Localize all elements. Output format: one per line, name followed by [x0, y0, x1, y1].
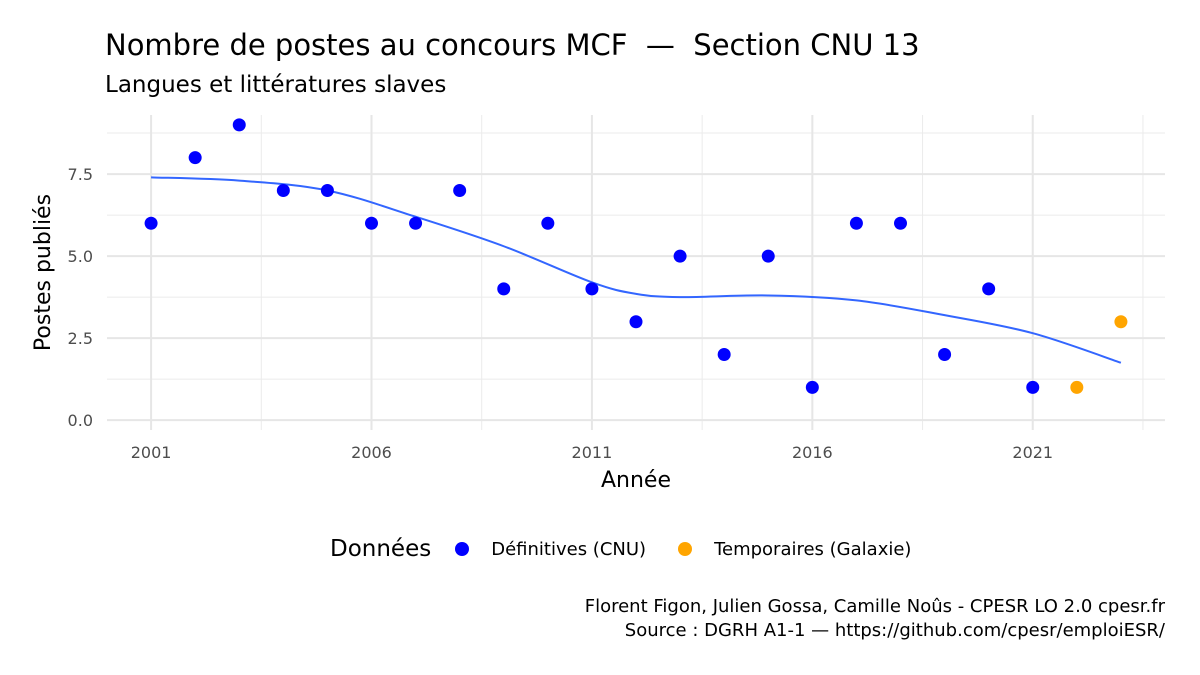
chart-title: Nombre de postes au concours MCF — Secti…	[105, 28, 920, 62]
point-definitive	[1026, 380, 1040, 394]
point-definitive	[761, 249, 775, 263]
point-definitive	[232, 118, 246, 132]
chart-subtitle: Langues et littératures slaves	[105, 72, 447, 98]
x-tick-label: 2001	[131, 443, 172, 462]
caption-source: Source : DGRH A1-1 — https://github.com/…	[624, 620, 1165, 641]
point-definitive	[849, 216, 863, 230]
point-definitive	[982, 282, 996, 296]
y-axis-title: Postes publiés	[31, 194, 56, 351]
point-definitive	[673, 249, 687, 263]
point-definitive	[188, 151, 202, 165]
legend: Données Définitives (CNU) Temporaires (G…	[330, 536, 943, 562]
y-tick-label: 0.0	[68, 411, 93, 430]
x-tick-label: 2011	[572, 443, 613, 462]
legend-label-definitives: Définitives (CNU)	[491, 538, 647, 560]
caption-authors: Florent Figon, Julien Gossa, Camille Noû…	[584, 596, 1165, 617]
legend-key-temporaires	[678, 542, 693, 556]
point-definitive	[938, 348, 952, 362]
points-layer	[144, 118, 1128, 394]
point-temporaire	[1070, 380, 1084, 394]
x-tick-label: 2021	[1012, 443, 1053, 462]
y-tick-label: 7.5	[68, 165, 93, 184]
legend-label-temporaires: Temporaires (Galaxie)	[714, 538, 912, 560]
legend-title: Données	[330, 536, 432, 562]
trend-layer	[151, 176, 1122, 364]
ticks-layer: 2001 2006 2011 2016 2021 0.0 2.5 5.0 7.5	[68, 165, 1054, 462]
point-definitive	[585, 282, 599, 296]
point-definitive	[365, 216, 378, 230]
point-temporaire	[1114, 315, 1128, 329]
x-tick-label: 2006	[351, 443, 392, 462]
trend-line	[151, 176, 1122, 364]
point-definitive	[894, 216, 907, 230]
caption: Florent Figon, Julien Gossa, Camille Noû…	[585, 595, 1165, 643]
point-definitive	[276, 183, 290, 197]
legend-item-definitives: Définitives (CNU)	[455, 539, 646, 560]
x-tick-label: 2016	[792, 443, 833, 462]
minor-grid	[107, 115, 1165, 430]
legend-key-definitives	[455, 542, 470, 556]
y-tick-label: 2.5	[68, 329, 93, 348]
major-grid	[107, 115, 1165, 430]
point-definitive	[541, 216, 555, 230]
point-definitive	[320, 183, 334, 197]
point-definitive	[144, 216, 158, 230]
point-definitive	[453, 183, 467, 197]
point-definitive	[805, 380, 819, 394]
y-tick-label: 5.0	[68, 247, 93, 266]
legend-item-temporaires: Temporaires (Galaxie)	[678, 539, 911, 560]
point-definitive	[409, 216, 423, 230]
point-definitive	[629, 315, 643, 329]
point-definitive	[717, 348, 731, 362]
point-definitive	[497, 282, 511, 296]
x-axis-title: Année	[601, 468, 671, 493]
